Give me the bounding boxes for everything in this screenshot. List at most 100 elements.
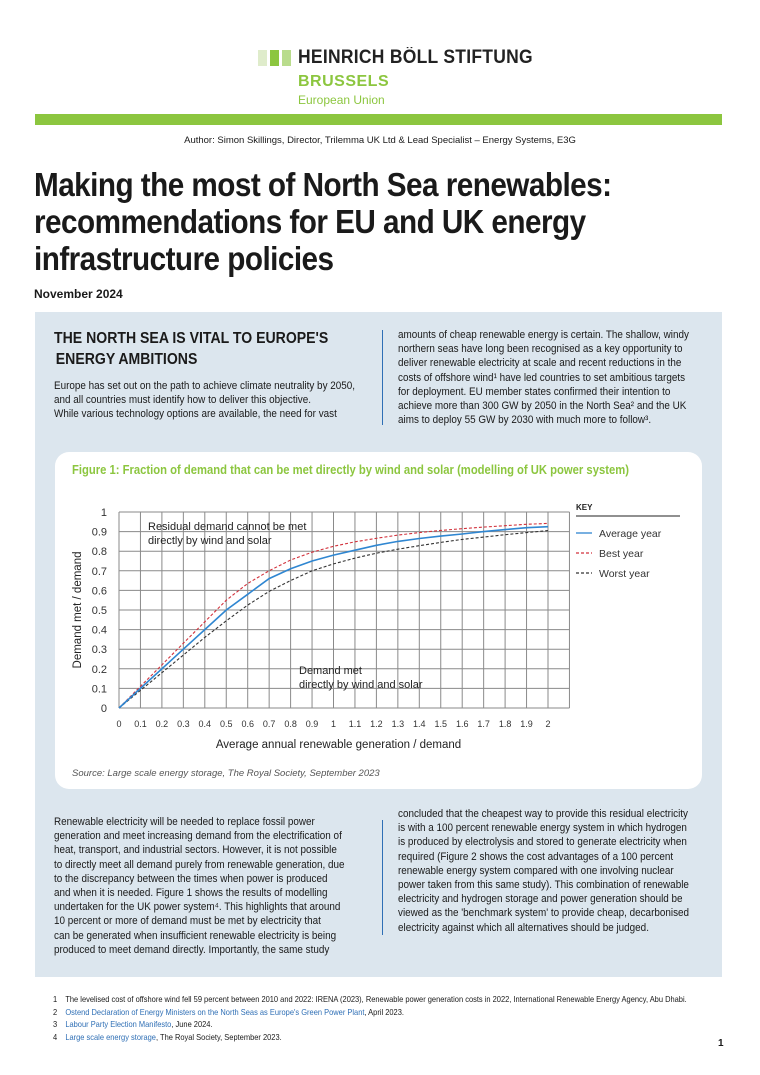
x-tick-label: 0.8	[284, 719, 297, 729]
annotation-upper: Residual demand cannot be met	[148, 521, 306, 533]
footnote: 4 Large scale energy storage, The Royal S…	[53, 1031, 687, 1044]
text-line: to directly meet all demand purely from …	[54, 858, 345, 871]
y-tick-label: 0.3	[92, 644, 107, 656]
x-tick-label: 1.1	[349, 719, 362, 729]
x-tick-label: 1.9	[520, 719, 533, 729]
header-divider	[35, 114, 722, 125]
title-line: recommendations for EU and UK energy	[34, 203, 586, 240]
text-line: 10 percent or more of demand must be met…	[54, 915, 321, 928]
x-tick-label: 1.7	[477, 719, 490, 729]
text-line: undertaken for the UK power system⁴. Thi…	[54, 901, 341, 914]
footnotes: 1 The levelised cost of offshore wind fel…	[53, 993, 687, 1043]
intro-left-column: Europe has set out on the path to achiev…	[54, 379, 355, 422]
text-line: electricity against which all alternativ…	[398, 921, 649, 934]
x-tick-label: 0.1	[134, 719, 147, 729]
x-tick-label: 2	[545, 719, 550, 729]
footnote-number: 2	[53, 1006, 58, 1017]
footnote-link[interactable]: Ostend Declaration of Energy Ministers o…	[65, 1006, 365, 1017]
footnote-number: 1	[53, 994, 58, 1004]
x-tick-label: 1.2	[370, 719, 383, 729]
page-number: 1	[718, 1038, 724, 1049]
column-divider	[382, 330, 383, 425]
heading-line: THE NORTH SEA IS VITAL TO EUROPE'S	[54, 330, 329, 347]
text-line: amounts of cheap renewable energy is cer…	[398, 329, 689, 341]
text-line: required (Figure 2 shows the cost advant…	[398, 850, 674, 863]
x-tick-label: 1.3	[392, 719, 405, 729]
text-line: is with a 100 percent renewable energy s…	[398, 822, 687, 835]
text-line: aims to deploy 55 GW by 2030 with much m…	[398, 414, 652, 427]
legend-label: Average year	[599, 528, 662, 540]
text-line: is produced by electrolysis and stored t…	[398, 836, 687, 849]
title-line: Making the most of North Sea renewables:	[34, 166, 612, 203]
text-line: Europe has set out on the path to achiev…	[54, 380, 356, 392]
page-title: Making the most of North Sea renewables:…	[34, 166, 612, 277]
logo-bars	[258, 50, 291, 66]
body-right-column: concluded that the cheapest way to provi…	[398, 807, 689, 935]
annotation-lower: directly by wind and solar	[299, 679, 423, 691]
text-line: for deployment. EU member states confirm…	[398, 385, 671, 398]
text-line: While various technology options are ava…	[54, 408, 337, 421]
legend-title: KEY	[576, 503, 593, 512]
y-tick-label: 1	[101, 507, 107, 519]
column-divider	[382, 820, 383, 935]
x-tick-label: 1.8	[499, 719, 512, 729]
series-line-average-year	[118, 525, 549, 709]
footnote-number: 4	[53, 1031, 58, 1042]
x-tick-label: 1.4	[413, 719, 426, 729]
figure-source: Source: Large scale energy storage, The …	[72, 768, 380, 779]
text-line: electricity and hydrogen storage and pow…	[398, 893, 683, 906]
x-axis-label: Average annual renewable generation / de…	[216, 739, 461, 751]
footnote-text: , The Royal Society, September 2023.	[155, 1031, 282, 1042]
y-tick-label: 0.8	[92, 546, 107, 558]
text-line: Renewable electricity will be needed to …	[54, 816, 315, 828]
x-tick-label: 1.6	[456, 719, 469, 729]
x-tick-label: 0.6	[241, 719, 254, 729]
y-tick-label: 0.9	[92, 527, 107, 539]
intro-right-column: amounts of cheap renewable energy is cer…	[398, 328, 689, 427]
text-line: northern seas have long been recognised …	[398, 343, 683, 356]
text-line: costs of offshore wind¹ have led countri…	[398, 371, 686, 384]
x-tick-label: 1	[331, 719, 336, 729]
y-tick-label: 0.5	[92, 605, 107, 617]
legend-label: Worst year	[599, 568, 650, 580]
x-tick-label: 0.9	[306, 719, 319, 729]
logo-name: HEINRICH BÖLL STIFTUNG	[298, 47, 533, 68]
x-tick-label: 0.4	[199, 719, 212, 729]
text-line: deliver renewable electricity at scale a…	[398, 357, 682, 370]
text-line: and when it is needed. Figure 1 shows th…	[54, 887, 328, 900]
x-tick-label: 0.2	[156, 719, 169, 729]
publication-date: November 2024	[34, 287, 123, 301]
footnote-text: , June 2024.	[171, 1019, 213, 1029]
chart: 0 0.1 0.2 0.3 0.4 0.5 0.6 0.7 0.8 0.9 1 1.1 1.2 1.3 1.…	[72, 503, 680, 751]
text-line: and all countries must identify how to d…	[54, 394, 311, 407]
text-line: power taken from this same study). This …	[398, 879, 689, 892]
series-line-worst-year	[118, 530, 549, 709]
footnote-link[interactable]: Large scale energy storage	[65, 1031, 156, 1042]
text-line: achieve more than 300 GW by 2050 in the …	[398, 400, 687, 413]
footnote: 2 Ostend Declaration of Energy Ministers …	[53, 1006, 687, 1019]
y-tick-label: 0	[101, 703, 107, 715]
x-tick-label: 0.7	[263, 719, 276, 729]
y-tick-label: 0.1	[92, 683, 107, 695]
figure-title: Figure 1: Fraction of demand that can be…	[72, 463, 629, 477]
x-tick-label: 0.3	[177, 719, 190, 729]
y-tick-label: 0.7	[92, 566, 107, 578]
legend-label: Best year	[599, 548, 644, 560]
heading-line: ENERGY AMBITIONS	[55, 351, 198, 368]
title-line: infrastructure policies	[34, 240, 334, 277]
text-line: to the discrepancy between the times whe…	[54, 872, 328, 885]
text-line: produced to meet demand directly. Import…	[54, 943, 330, 956]
logo-region: European Union	[298, 93, 385, 107]
y-axis-label: Demand met / demand	[72, 552, 84, 669]
y-tick-label: 0.4	[92, 625, 107, 637]
annotation-upper: directly by wind and solar	[148, 535, 272, 547]
footnote-text: , April 2023.	[364, 1006, 404, 1017]
footnote: 1 The levelised cost of offshore wind fel…	[53, 993, 687, 1006]
text-line: concluded that the cheapest way to provi…	[398, 808, 689, 820]
x-tick-label: 1.5	[434, 719, 447, 729]
series-line-best-year	[118, 522, 549, 709]
text-line: generation and meet increasing demand fr…	[54, 830, 342, 843]
text-line: heat, transport, and industrial sectors.…	[54, 844, 337, 857]
footnote-link[interactable]: Labour Party Election Manifesto	[65, 1019, 172, 1029]
footnote: 3 Labour Party Election Manifesto, June 2…	[53, 1018, 687, 1031]
